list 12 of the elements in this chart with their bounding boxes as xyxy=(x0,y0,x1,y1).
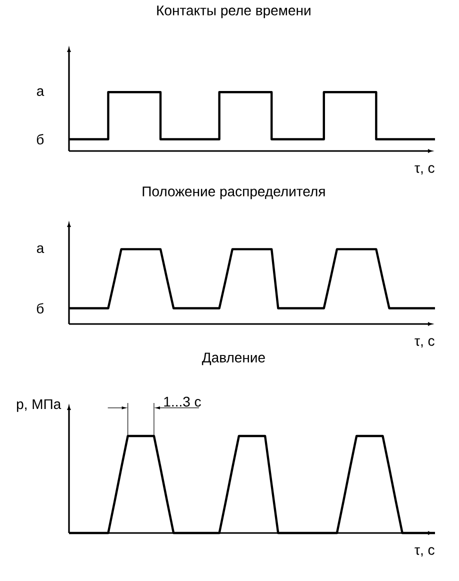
chart-title: Контакты реле времени xyxy=(157,6,310,18)
text: б xyxy=(36,303,44,314)
x-axis-title: τ, с xyxy=(414,338,434,348)
text: а xyxy=(36,245,44,254)
y-axis-title: p, МПа xyxy=(16,399,62,412)
text: 1...3 с xyxy=(164,396,201,407)
x-axis-title: τ, с xyxy=(414,165,434,175)
text: а xyxy=(36,88,44,96)
text: б xyxy=(36,134,44,144)
x-axis-title: τ, с xyxy=(414,547,434,557)
chart-title: Давление xyxy=(202,352,265,366)
chart-title: Положение распределителя xyxy=(142,186,325,200)
